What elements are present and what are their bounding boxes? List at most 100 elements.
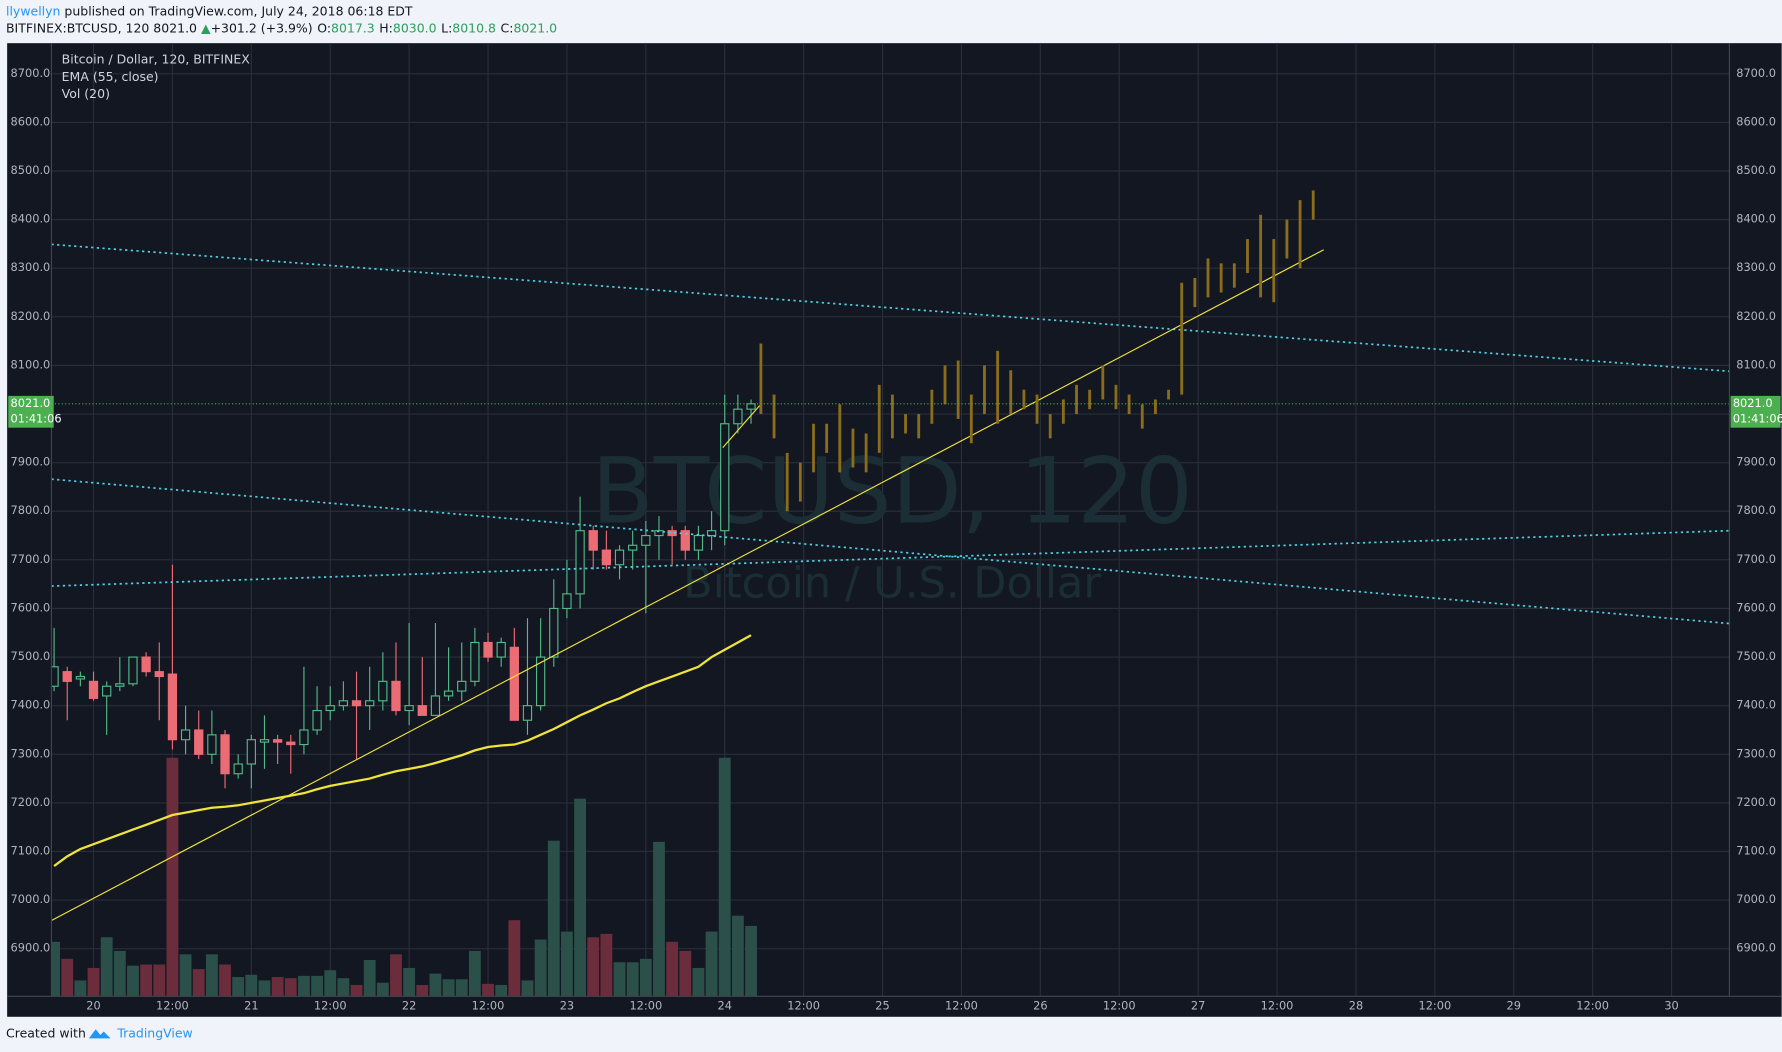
watermark: BTCUSD, 120 — [591, 439, 1192, 544]
volume-bar — [587, 937, 600, 997]
chart-background — [7, 43, 1782, 1017]
volume-bar — [455, 979, 468, 997]
volume-bar — [416, 984, 429, 997]
volume-bar — [298, 975, 310, 997]
ohlc-label: H: — [379, 20, 393, 35]
volume-bar — [140, 964, 153, 997]
y-tick-label: 7500.0 — [11, 649, 51, 663]
x-tick-label: 23 — [560, 999, 574, 1013]
header-line-2: BITFINEX:BTCUSD, 120 8021.0 ▲+301.2 (+3.… — [6, 20, 557, 35]
ohlc-value: 8021.0 — [513, 20, 557, 35]
x-tick-label: 12:00 — [1576, 999, 1609, 1013]
volume-bar — [219, 964, 231, 997]
y-tick-label: 7800.0 — [1736, 503, 1776, 517]
author[interactable]: llywellyn — [6, 3, 60, 18]
volume-bar — [51, 941, 60, 997]
candle-body — [378, 680, 388, 702]
x-tick-label: 27 — [1191, 999, 1205, 1013]
candle-body — [115, 683, 125, 687]
volume-bar — [468, 950, 481, 997]
symbol: BITFINEX:BTCUSD, 120 — [6, 20, 149, 35]
volume-bar — [166, 757, 179, 997]
candle-body — [365, 700, 375, 707]
last-price-box — [8, 395, 54, 428]
candle-body — [628, 544, 638, 551]
ema-line — [53, 634, 752, 867]
candle-body — [338, 700, 349, 707]
y-tick-label: 7400.0 — [1736, 698, 1776, 712]
volume-bar — [574, 798, 587, 997]
candle-body — [680, 530, 690, 551]
ohlc-label: O: — [317, 20, 331, 35]
candle-body — [509, 646, 519, 721]
y-tick-label: 6900.0 — [1736, 941, 1776, 955]
x-tick-label: 12:00 — [945, 999, 978, 1013]
y-tick-label: 8300.0 — [1736, 260, 1776, 274]
volume-bar — [179, 954, 192, 997]
countdown-label: 01:41:06 — [1733, 412, 1782, 426]
candle-body — [88, 680, 99, 699]
volume-bar — [403, 967, 416, 997]
x-tick-label: 12:00 — [1418, 999, 1451, 1013]
candle-body — [128, 656, 138, 685]
volume-bar — [363, 959, 376, 997]
candle-body — [483, 641, 493, 658]
candle-body — [457, 680, 467, 692]
candle-body — [562, 593, 572, 610]
y-tick-label: 7900.0 — [11, 455, 51, 469]
volume-bar — [429, 973, 442, 997]
volume-bar — [521, 980, 534, 997]
volume-bar — [508, 920, 521, 997]
ohlc-value: 8017.3 — [331, 20, 375, 35]
x-tick-label: 12:00 — [472, 999, 505, 1013]
volume-bar — [127, 965, 139, 997]
y-tick-label: 8600.0 — [1736, 114, 1776, 128]
ohlc-label: C: — [501, 20, 514, 35]
volume-bar — [495, 984, 508, 997]
volume-bar — [534, 939, 547, 997]
header-line-1: llywellyn published on TradingView.com, … — [6, 3, 413, 18]
candle-body — [233, 763, 243, 775]
y-tick-label: 7200.0 — [1736, 795, 1776, 809]
candle-body — [746, 403, 756, 410]
volume-bar — [626, 962, 639, 997]
y-tick-label: 8700.0 — [1736, 66, 1776, 80]
candle-body — [102, 685, 112, 697]
footer-brand[interactable]: TradingView — [116, 1025, 192, 1040]
volume-bar — [653, 841, 665, 997]
candle-body — [522, 705, 533, 721]
trend-line — [51, 243, 1730, 373]
y-tick-label: 7000.0 — [1736, 892, 1776, 906]
volume-bar — [284, 978, 297, 997]
candle-body — [180, 729, 191, 741]
volume-bar — [61, 958, 74, 997]
volume-bar — [705, 931, 718, 997]
y-tick-label: 8200.0 — [1736, 309, 1776, 323]
y-tick-label: 8100.0 — [11, 357, 51, 371]
volume-bar — [600, 933, 613, 997]
candle-body — [246, 739, 256, 765]
candle-body — [641, 534, 651, 546]
candle-body — [443, 690, 454, 697]
y-tick-label: 8600.0 — [11, 114, 51, 128]
x-tick-label: 25 — [875, 999, 889, 1013]
volume-bar — [324, 970, 337, 997]
watermark-subtitle: Bitcoin / U.S. Dollar — [683, 559, 1101, 609]
y-tick-label: 8500.0 — [11, 163, 51, 177]
volume-bar — [731, 915, 744, 997]
volume-bar — [74, 980, 87, 997]
y-tick-label: 7700.0 — [1736, 552, 1776, 566]
x-tick-label: 22 — [402, 999, 416, 1013]
x-tick-label: 30 — [1664, 999, 1678, 1013]
y-tick-label: 8500.0 — [1736, 163, 1776, 177]
legend-indicator: Vol (20) — [62, 86, 110, 101]
candle-body — [194, 729, 204, 755]
y-tick-label: 7500.0 — [1736, 649, 1776, 663]
last-price-box — [1730, 395, 1781, 428]
y-tick-label: 7400.0 — [11, 698, 51, 712]
y-tick-label: 7600.0 — [11, 600, 51, 614]
last-price-label: 8021.0 — [11, 396, 51, 410]
candle-body — [496, 641, 506, 658]
